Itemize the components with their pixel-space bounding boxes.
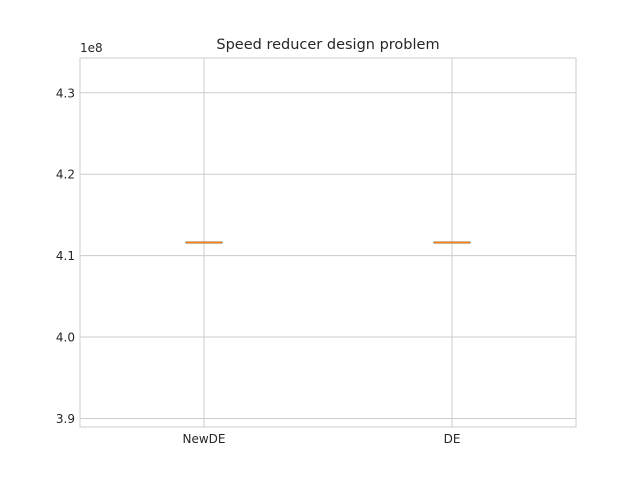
plot-frame [79, 57, 577, 428]
y-tick-label: 3.9 [56, 412, 75, 426]
y-tick-labels: 3.9 4.0 4.1 4.2 4.3 [56, 86, 75, 426]
x-tick-labels: NewDE DE [183, 432, 461, 446]
chart-title: Speed reducer design problem [216, 37, 439, 53]
boxes [185, 241, 471, 244]
box-de [433, 241, 471, 244]
box-newde [185, 241, 223, 244]
y-tick-label: 4.0 [56, 331, 75, 345]
y-tick-label: 4.2 [56, 168, 75, 182]
y-tick-label: 4.3 [56, 86, 75, 100]
x-tick-label: NewDE [183, 432, 226, 446]
x-tick-label: DE [444, 432, 461, 446]
y-tick-label: 4.1 [56, 249, 75, 263]
y-axis-offset-label: 1e8 [80, 41, 103, 55]
